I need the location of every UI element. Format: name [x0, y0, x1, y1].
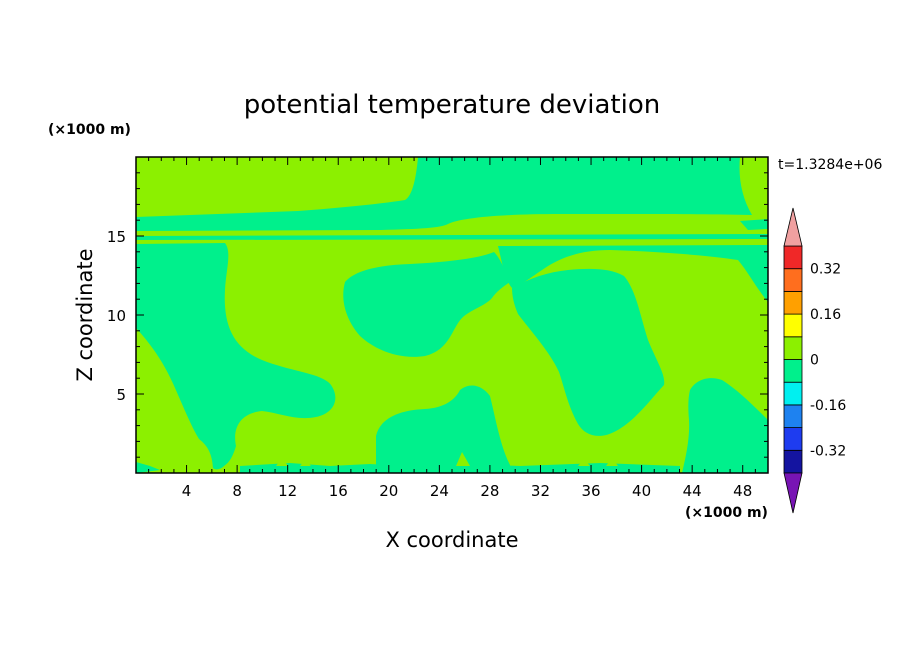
contour-region-central [498, 245, 768, 302]
speckle [300, 460, 311, 466]
x-tick-label: 20 [379, 482, 398, 500]
x-tick-label: 36 [581, 482, 600, 500]
plot-area [135, 156, 769, 474]
contour-region-middle [343, 252, 510, 357]
colorbar-over-arrow [783, 207, 803, 247]
colorbar-segment [783, 268, 803, 292]
bottom-speckles [276, 452, 618, 466]
colorbar-tick-label: -0.32 [810, 443, 846, 459]
x-axis-ticks: 4 8 12 16 20 24 28 32 36 40 44 48 [148, 157, 756, 500]
colorbar-segment [783, 336, 803, 360]
contour-region-strip-right [740, 219, 768, 230]
colorbar-tick-label: 0.16 [810, 307, 841, 323]
y-tick-label: 10 [107, 307, 126, 325]
contour-region-left [136, 243, 336, 470]
contour-region-bottom-strip [240, 463, 680, 473]
speckle [578, 459, 590, 466]
x-tick-label: 4 [182, 482, 192, 500]
x-tick-label: 40 [632, 482, 651, 500]
contour-region-strip [136, 234, 768, 240]
colorbar-segment [783, 359, 803, 383]
y-tick-label: 5 [116, 386, 126, 404]
x-tick-label: 24 [430, 482, 449, 500]
colorbar-segment [783, 313, 803, 338]
x-tick-label: 16 [329, 482, 348, 500]
colorbar: 0.32 0.16 0 -0.16 -0.32 [783, 207, 846, 514]
x-tick-label: 32 [531, 482, 550, 500]
contour-region-right-center [512, 268, 665, 436]
x-tick-label: 44 [683, 482, 702, 500]
speckle [606, 458, 618, 466]
time-label: t=1.3284e+06 [778, 157, 882, 173]
x-axis-label: X coordinate [385, 528, 518, 552]
colorbar-tick-label: 0 [810, 353, 819, 369]
y-tick-label: 15 [107, 228, 126, 246]
contour-region-bottom-middle [376, 385, 510, 473]
colorbar-segment [783, 404, 803, 428]
y-unit-label: (×1000 m) [48, 122, 131, 138]
contour-region-bottom-right [682, 378, 768, 473]
speckle [276, 458, 288, 466]
negative-deviation-regions [136, 157, 768, 473]
x-tick-label: 12 [278, 482, 297, 500]
colorbar-segment [783, 290, 803, 315]
colorbar-segment [783, 427, 803, 451]
colorbar-tick-label: 0.32 [810, 262, 841, 278]
contour-region-bottom-left [136, 462, 160, 473]
x-tick-label: 8 [232, 482, 242, 500]
x-tick-label: 28 [480, 482, 499, 500]
colorbar-segment [783, 245, 803, 270]
chart-title: potential temperature deviation [244, 90, 660, 120]
speckle [456, 452, 470, 466]
x-unit-label: (×1000 m) [685, 505, 768, 521]
colorbar-under-arrow [783, 472, 803, 514]
y-axis-ticks: 5 10 15 [107, 172, 768, 458]
colorbar-segment [783, 381, 803, 406]
colorbar-tick-label: -0.16 [810, 398, 846, 414]
y-axis-label: Z coordinate [73, 248, 97, 381]
colorbar-segment [783, 449, 803, 474]
contour-region-upper-band [136, 157, 752, 231]
x-tick-label: 48 [733, 482, 752, 500]
